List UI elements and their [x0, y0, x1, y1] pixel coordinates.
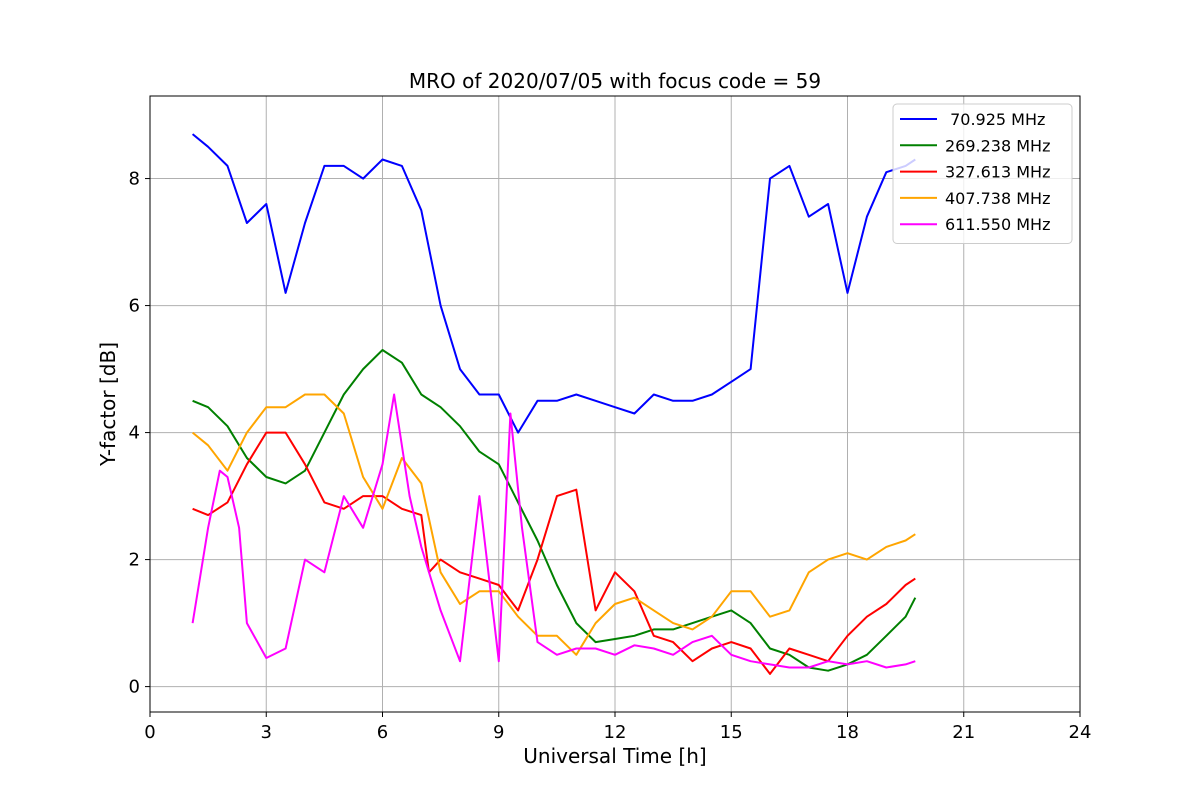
y-axis-label: Y-factor [dB] — [96, 342, 120, 467]
series-line-5 — [191, 393, 916, 669]
plot-area — [191, 133, 917, 675]
legend-label: 611.550 MHz — [945, 215, 1050, 234]
x-tick-label: 3 — [261, 722, 272, 743]
x-tick-label: 6 — [377, 722, 388, 743]
chart-title: MRO of 2020/07/05 with focus code = 59 — [409, 69, 821, 93]
legend: 70.925 MHz 269.238 MHz 327.613 MHz 407.738 … — [892, 103, 1073, 244]
legend-label: 407.738 MHz — [945, 189, 1050, 208]
x-axis-label: Universal Time [h] — [523, 744, 706, 768]
y-tick-label: 2 — [129, 550, 140, 571]
y-tick-label: 0 — [129, 677, 140, 698]
x-tick-label: 24 — [1069, 722, 1092, 743]
x-tick-label: 18 — [836, 722, 859, 743]
legend-label: 327.613 MHz — [945, 163, 1050, 182]
x-tick-label: 0 — [144, 722, 155, 743]
y-tick-label: 4 — [129, 423, 140, 444]
legend-box — [892, 103, 1073, 244]
x-tick-label: 12 — [604, 722, 627, 743]
legend-label: 269.238 MHz — [945, 136, 1050, 155]
series-line-4 — [191, 393, 916, 656]
series-line-1 — [191, 133, 916, 434]
series-line-3 — [192, 431, 916, 675]
y-tick-label: 6 — [129, 296, 140, 317]
y-tick-label: 8 — [129, 169, 140, 190]
x-tick-label: 15 — [720, 722, 743, 743]
x-tick-label: 9 — [493, 722, 504, 743]
legend-label: 70.925 MHz — [945, 110, 1045, 129]
series-line-2 — [192, 349, 917, 672]
x-tick-label: 21 — [952, 722, 975, 743]
